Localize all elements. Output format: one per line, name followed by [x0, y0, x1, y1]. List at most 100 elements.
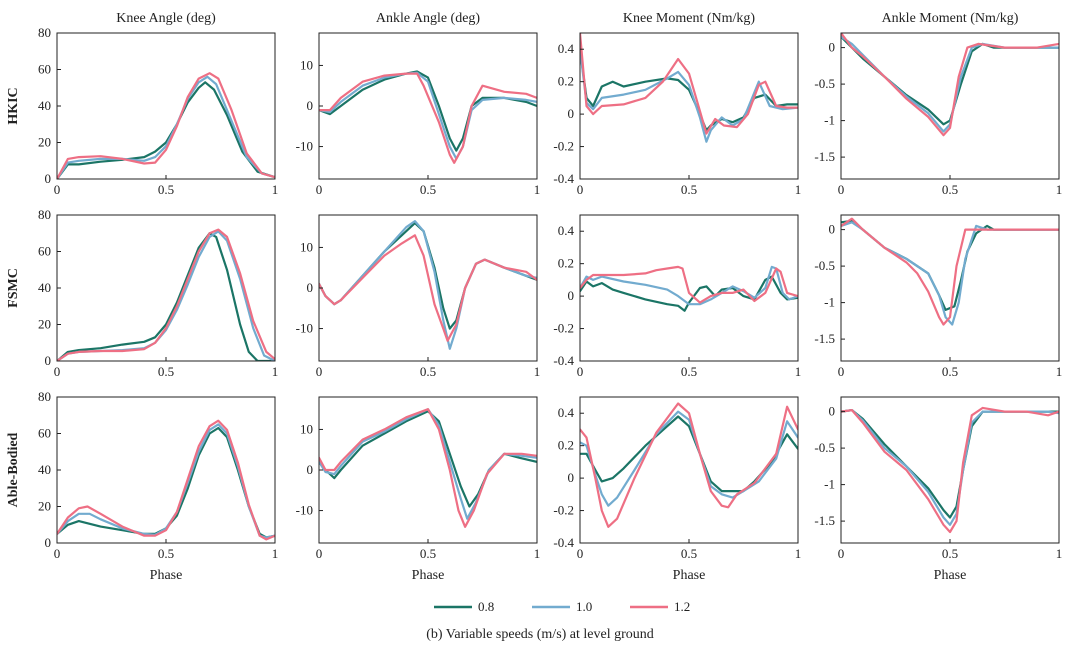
x-axis-label: Phase: [934, 568, 967, 583]
y-tick-label: 0.4: [558, 41, 575, 56]
y-tick-label: 0: [568, 288, 575, 303]
panel-r0-c1: -10 0 10 0 0.5 1: [296, 32, 541, 197]
y-tick-label: -1.5: [814, 331, 835, 346]
y-tick-label: 0: [45, 535, 52, 550]
y-tick-label: -0.5: [814, 258, 835, 273]
x-tick-label: 0.5: [942, 182, 958, 197]
column-title-1: Ankle Angle (deg): [376, 11, 481, 26]
series-line-1.2-r1-c0: [57, 228, 275, 361]
panels-layer: Knee Angle (deg) Ankle Angle (deg) Knee Mo…: [6, 11, 1062, 583]
x-tick-label: 0: [316, 182, 323, 197]
y-tick-label: 80: [38, 389, 51, 404]
series-line-1.2-r0-c1: [319, 72, 537, 164]
x-tick-label: 0: [577, 364, 584, 379]
y-tick-label: 60: [38, 426, 51, 441]
column-title-3: Ankle Moment (Nm/kg): [882, 11, 1019, 26]
row-title-2: Able-Bodied: [6, 432, 21, 507]
x-tick-label: 1: [534, 182, 541, 197]
series-line-1.2-r0-c3: [841, 33, 1059, 137]
x-tick-label: 0: [838, 364, 845, 379]
y-tick-label: -0.2: [553, 139, 574, 154]
series-line-1.2-r1-c1: [319, 234, 537, 342]
column-title-0: Knee Angle (deg): [116, 11, 216, 26]
x-axis-label: Phase: [412, 568, 445, 583]
series-line-1.0-r2-c1: [319, 408, 537, 520]
axes-box: [318, 396, 538, 544]
series-line-1.0-r1-c0: [57, 230, 275, 361]
series-line-0.8-r1-c0: [57, 232, 275, 361]
legend: 0.8 1.0 1.2: [434, 599, 690, 614]
x-axis-label: Phase: [673, 568, 706, 583]
y-tick-label: 20: [38, 499, 51, 514]
figure-caption: (b) Variable speeds (m/s) at level groun…: [426, 627, 654, 642]
series-line-1.0-r2-c3: [841, 409, 1059, 526]
x-tick-label: 0: [316, 364, 323, 379]
x-tick-label: 0.5: [158, 364, 174, 379]
y-tick-label: -1: [824, 477, 835, 492]
x-tick-label: 0: [838, 182, 845, 197]
x-tick-label: 0: [54, 546, 61, 561]
x-tick-label: 0: [54, 182, 61, 197]
y-tick-label: -1: [824, 295, 835, 310]
x-tick-label: 0: [577, 182, 584, 197]
x-tick-label: 0.5: [420, 364, 436, 379]
series-line-0.8-r2-c1: [319, 410, 537, 508]
y-tick-label: 20: [38, 135, 51, 150]
x-tick-label: 1: [272, 546, 279, 561]
panel-r2-c0: 0 20 40 60 80 0 0.5 1 Phase: [38, 389, 278, 583]
x-tick-label: 0.5: [681, 364, 697, 379]
y-tick-label: 0: [307, 280, 314, 295]
x-tick-label: 0.5: [681, 182, 697, 197]
y-tick-label: -0.4: [553, 171, 574, 186]
y-tick-label: 0: [45, 171, 52, 186]
x-tick-label: 0.5: [942, 546, 958, 561]
series-line-1.2-r2-c2: [580, 402, 798, 528]
series-line-0.8-r2-c3: [841, 409, 1059, 519]
axes-box: [840, 32, 1060, 180]
y-tick-label: -1.5: [814, 513, 835, 528]
series-line-1.0-r1-c2: [580, 265, 798, 306]
series-line-1.2-r2-c3: [841, 406, 1059, 534]
series-line-0.8-r0-c2: [580, 48, 798, 132]
y-tick-label: 0.2: [558, 438, 574, 453]
series-line-1.0-r0-c2: [580, 48, 798, 143]
y-tick-label: 0: [307, 98, 314, 113]
panel-r2-c3: -1.5 -1 -0.5 0 0 0.5 1 Phase: [814, 396, 1062, 583]
x-tick-label: 0.5: [942, 364, 958, 379]
panel-r2-c2: -0.4 -0.2 0 0.2 0.4 0 0.5 1 Phase: [553, 396, 802, 583]
series-line-0.8-r0-c3: [841, 35, 1059, 126]
x-tick-label: 1: [795, 182, 802, 197]
panel-r1-c0: 0 20 40 60 80 0 0.5 1: [38, 207, 278, 379]
y-tick-label: 0: [829, 40, 836, 55]
x-tick-label: 1: [1056, 364, 1063, 379]
x-tick-label: 1: [534, 546, 541, 561]
x-tick-label: 0.5: [158, 182, 174, 197]
y-tick-label: -0.4: [553, 535, 574, 550]
y-tick-label: -1.5: [814, 149, 835, 164]
row-title-1: FSMC: [6, 268, 21, 308]
panel-r0-c0: 0 20 40 60 80 0 0.5 1: [38, 25, 278, 197]
y-tick-label: -0.5: [814, 76, 835, 91]
x-tick-label: 0: [577, 546, 584, 561]
x-axis-label: Phase: [150, 568, 183, 583]
axes-box: [840, 396, 1060, 544]
y-tick-label: 0.4: [558, 405, 575, 420]
y-tick-label: 0: [568, 470, 575, 485]
y-tick-label: -1: [824, 113, 835, 128]
panel-r1-c3: -1.5 -1 -0.5 0 0 0.5 1: [814, 214, 1063, 379]
panel-r1-c1: -10 0 10 0 0.5 1: [296, 214, 541, 379]
y-tick-label: 80: [38, 207, 51, 222]
x-tick-label: 1: [795, 546, 802, 561]
y-tick-label: -0.2: [553, 503, 574, 518]
legend-label-1.2: 1.2: [674, 599, 690, 614]
x-tick-label: 1: [534, 364, 541, 379]
x-tick-label: 0: [54, 364, 61, 379]
y-tick-label: -10: [296, 321, 313, 336]
x-tick-label: 0.5: [420, 546, 436, 561]
y-tick-label: 40: [38, 98, 51, 113]
series-line-0.8-r0-c1: [319, 70, 537, 152]
y-tick-label: 0.4: [558, 223, 575, 238]
column-title-2: Knee Moment (Nm/kg): [623, 11, 756, 26]
series-line-1.0-r2-c2: [580, 410, 798, 507]
